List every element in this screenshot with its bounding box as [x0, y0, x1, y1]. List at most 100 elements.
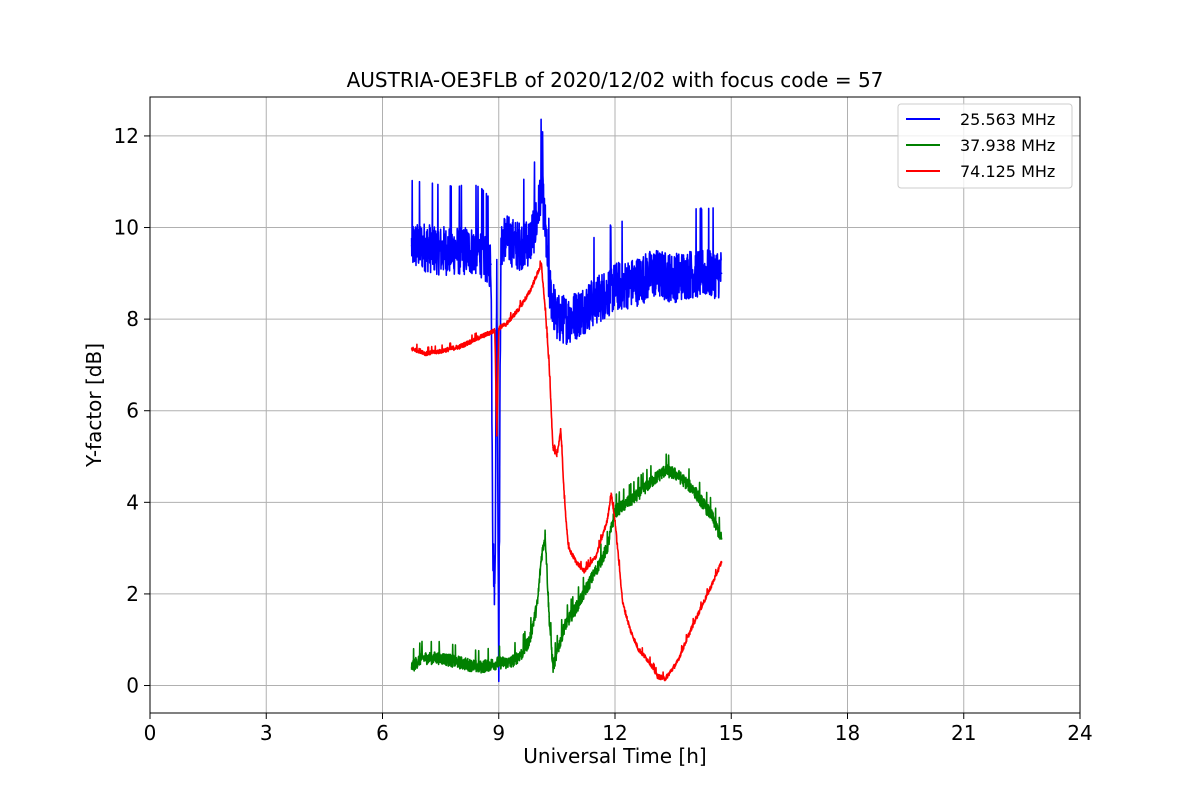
- series-74-125-MHz: [410, 260, 723, 682]
- data-point: [505, 322, 508, 325]
- data-point: [653, 478, 655, 481]
- data-point: [410, 245, 413, 247]
- data-point: [567, 318, 570, 320]
- data-point: [672, 277, 674, 279]
- data-point: [490, 263, 492, 266]
- data-point: [439, 657, 442, 659]
- legend-label: 25.563 MHz: [960, 110, 1055, 129]
- y-tick-label: 10: [114, 216, 139, 240]
- series-line: [410, 453, 723, 674]
- y-tick-label: 0: [126, 674, 139, 698]
- data-point: [664, 677, 667, 680]
- data-point: [637, 648, 640, 650]
- series-25-563-MHz: [410, 118, 723, 683]
- data-point: [492, 547, 494, 549]
- data-point: [529, 638, 531, 641]
- data-point: [540, 556, 543, 559]
- legend-box: [897, 103, 1073, 189]
- data-point: [439, 350, 442, 353]
- data-point: [552, 446, 554, 449]
- data-point: [575, 561, 578, 563]
- legend-label: 74.125 MHz: [960, 162, 1055, 181]
- data-point: [560, 428, 562, 430]
- data-point: [676, 474, 678, 476]
- data-point: [552, 666, 554, 668]
- series-line: [410, 118, 723, 683]
- data-point: [517, 309, 519, 311]
- y-tick-label: 12: [114, 124, 139, 148]
- data-point: [583, 570, 585, 572]
- data-point: [529, 290, 531, 293]
- data-point: [633, 281, 636, 284]
- data-point: [548, 616, 550, 618]
- data-point: [563, 501, 566, 504]
- x-tick-label: 24: [1067, 721, 1092, 745]
- data-point: [691, 487, 694, 490]
- data-point: [496, 258, 498, 261]
- data-point: [509, 661, 512, 664]
- data-point: [410, 666, 413, 668]
- data-point: [567, 547, 570, 549]
- data-point: [720, 538, 723, 540]
- data-point: [478, 666, 481, 668]
- x-tick-label: 21: [951, 721, 976, 745]
- data-point: [459, 661, 461, 664]
- data-point: [536, 272, 539, 275]
- x-tick-label: 0: [144, 721, 157, 745]
- x-tick-label: 9: [492, 721, 505, 745]
- data-point: [594, 556, 597, 559]
- data-point: [498, 327, 500, 330]
- data-point: [720, 272, 723, 275]
- data-point: [494, 329, 496, 332]
- data-point: [594, 570, 597, 572]
- series-line: [411, 260, 723, 682]
- data-point: [606, 519, 609, 522]
- x-tick-label: 6: [376, 721, 389, 745]
- legend: 25.563 MHz 37.938 MHz 74.125 MHz: [897, 103, 1073, 189]
- data-point: [496, 432, 498, 435]
- data-point: [594, 300, 597, 302]
- data-point: [556, 318, 558, 320]
- data-point: [529, 240, 531, 243]
- data-point: [478, 249, 481, 252]
- data-point: [711, 515, 713, 517]
- data-point: [494, 593, 496, 595]
- x-tick-label: 15: [719, 721, 744, 745]
- data-point: [424, 352, 426, 355]
- series-37-938-MHz: [410, 453, 723, 674]
- data-point: [614, 510, 616, 513]
- data-point: [540, 263, 543, 266]
- data-point: [498, 671, 500, 673]
- data-point: [720, 561, 723, 563]
- data-point: [544, 226, 547, 229]
- data-point: [548, 364, 550, 366]
- data-point: [459, 249, 461, 252]
- data-point: [439, 249, 442, 252]
- y-tick-label: 2: [126, 582, 139, 606]
- data-point: [540, 180, 543, 183]
- data-point: [664, 469, 667, 472]
- data-point: [517, 245, 519, 247]
- y-axis-label: Y-factor [dB]: [82, 343, 106, 468]
- data-point: [556, 652, 558, 655]
- data-point: [711, 584, 713, 586]
- y-tick-label: 4: [126, 490, 139, 514]
- data-point: [575, 606, 578, 609]
- data-point: [614, 519, 616, 522]
- data-point: [614, 286, 616, 288]
- data-point: [563, 625, 566, 627]
- data-point: [420, 657, 423, 659]
- data-point: [548, 286, 550, 288]
- series-layer: [410, 118, 723, 683]
- data-point: [691, 272, 694, 275]
- data-point: [649, 661, 651, 664]
- y-tick-label: 8: [126, 307, 139, 331]
- data-point: [629, 629, 632, 632]
- data-point: [575, 313, 578, 316]
- data-point: [711, 272, 713, 275]
- chart-title: AUSTRIA-OE3FLB of 2020/12/02 with focus …: [347, 68, 884, 92]
- data-point: [544, 533, 547, 536]
